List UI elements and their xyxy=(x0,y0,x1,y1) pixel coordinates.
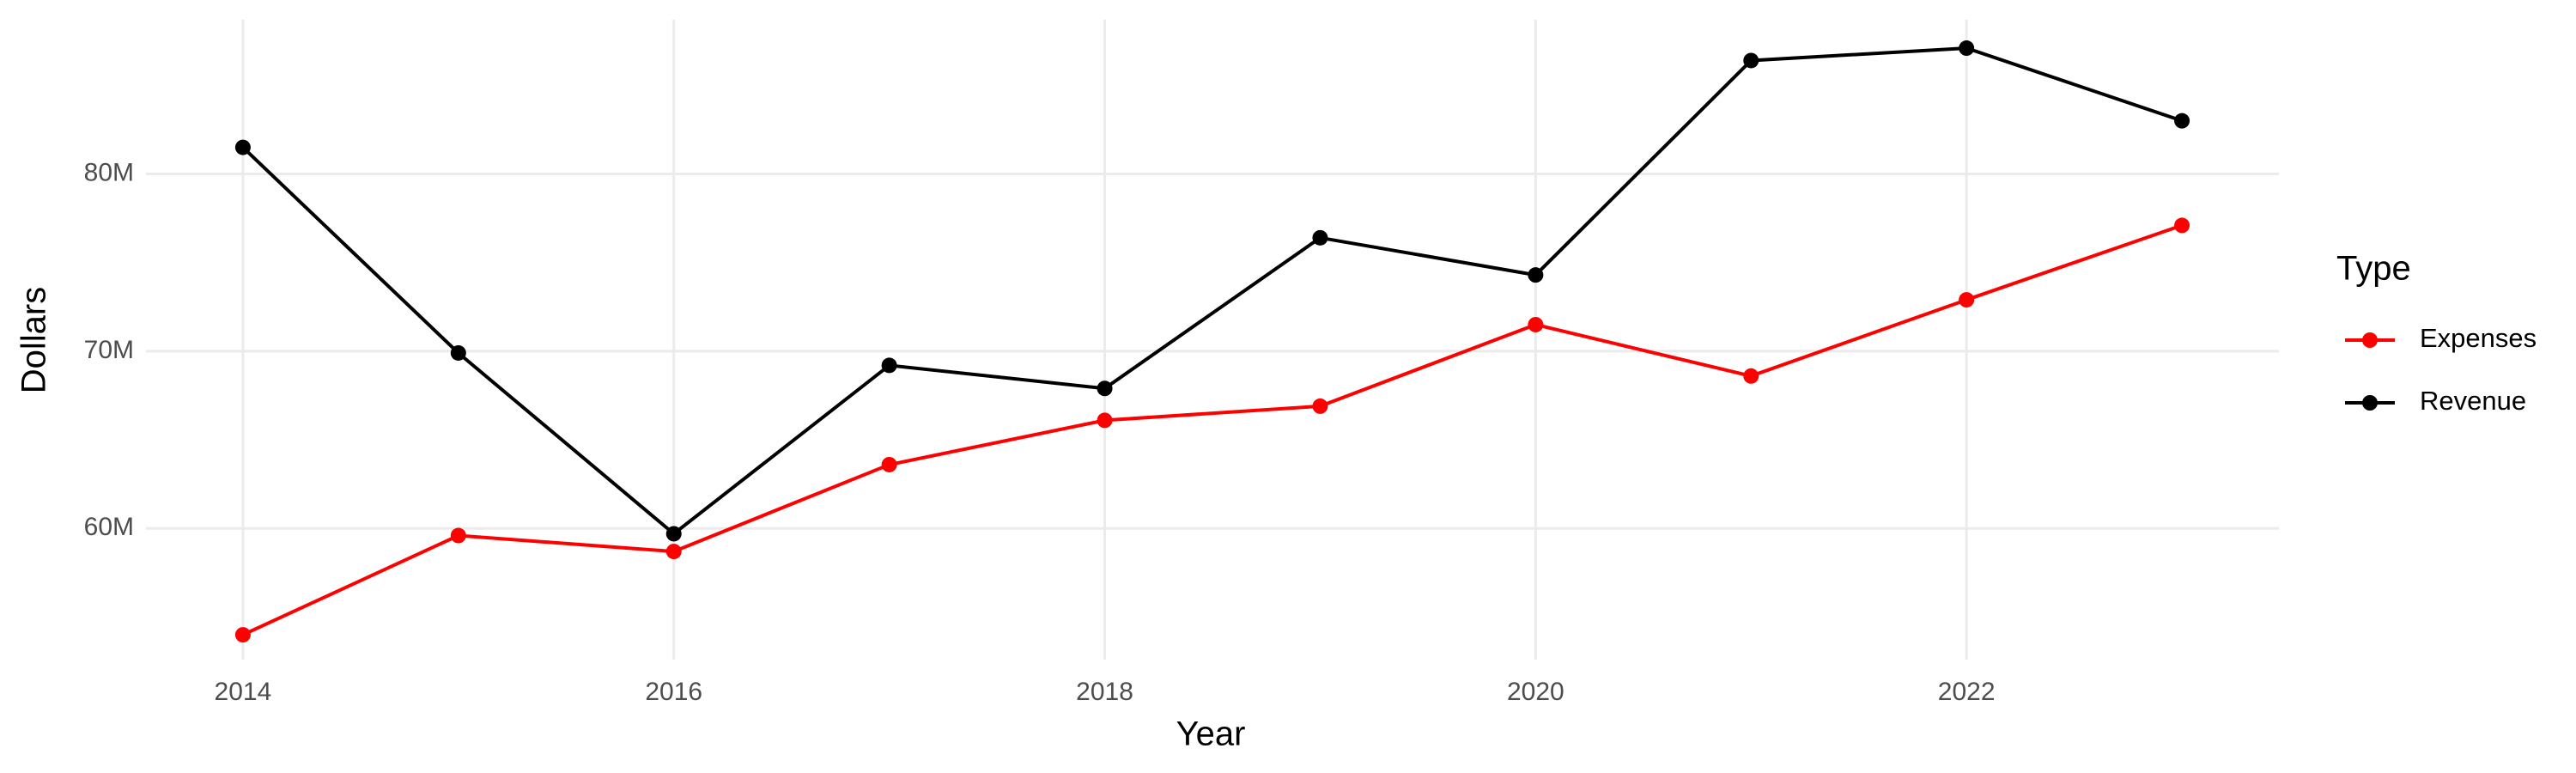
x-tick-label: 2016 xyxy=(645,678,702,706)
x-tick-label: 2020 xyxy=(1507,678,1564,706)
data-point xyxy=(665,544,682,560)
x-tick-label: 2022 xyxy=(1938,678,1996,706)
y-axis-title: Dollars xyxy=(15,287,53,393)
data-point xyxy=(234,627,251,643)
data-point xyxy=(1312,229,1328,246)
data-point xyxy=(1097,380,1113,397)
data-point xyxy=(665,526,682,542)
x-tick-label: 2018 xyxy=(1076,678,1133,706)
y-tick-label: 70M xyxy=(84,336,134,364)
data-point xyxy=(1528,316,1544,332)
data-point xyxy=(1959,40,1975,57)
data-point xyxy=(2174,217,2190,234)
data-point xyxy=(1097,412,1113,429)
data-point xyxy=(1743,368,1759,384)
grid xyxy=(146,20,2279,660)
legend-marker xyxy=(2362,332,2378,348)
data-point xyxy=(450,344,466,361)
data-point xyxy=(881,456,897,472)
data-point xyxy=(1959,292,1975,308)
data-point xyxy=(2174,113,2190,129)
legend-label: Expenses xyxy=(2420,323,2537,353)
data-point xyxy=(234,139,251,155)
data-point xyxy=(1743,52,1759,69)
data-point xyxy=(881,357,897,374)
data-point xyxy=(1528,267,1544,283)
legend-title: Type xyxy=(2336,250,2411,288)
data-point xyxy=(1312,398,1328,414)
series-line xyxy=(242,223,2183,636)
x-axis-title: Year xyxy=(1176,715,1246,753)
legend-marker xyxy=(2362,395,2378,411)
data-point xyxy=(450,527,466,544)
y-tick-label: 80M xyxy=(84,158,134,186)
legend-label: Revenue xyxy=(2420,386,2526,416)
x-tick-label: 2014 xyxy=(215,678,272,706)
y-tick-label: 60M xyxy=(84,513,134,541)
series-line xyxy=(241,46,2183,537)
